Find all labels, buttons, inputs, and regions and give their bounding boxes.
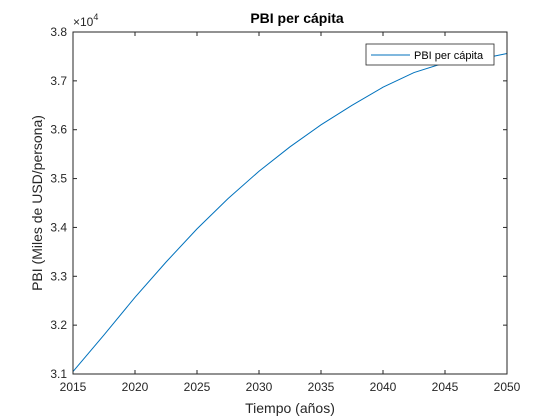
- y-tick-label: 3.6: [50, 123, 67, 137]
- legend[interactable]: PBI per cápita: [365, 43, 495, 66]
- x-tick-label: 2025: [184, 380, 211, 394]
- x-tick-label: 2015: [60, 380, 87, 394]
- y-axis-label: PBI (Miles de USD/persona): [29, 115, 45, 291]
- x-tick-label: 2030: [246, 380, 273, 394]
- y-tick-label: 3.5: [50, 172, 67, 186]
- chart-title: PBI per cápita: [250, 10, 344, 26]
- plot-border: [72, 31, 508, 375]
- series-layer: [72, 53, 508, 372]
- x-tick-label: 2040: [370, 380, 397, 394]
- y-tick-label: 3.2: [50, 318, 67, 332]
- legend-box: [365, 43, 495, 66]
- x-tick-label: 2050: [494, 380, 521, 394]
- y-tick-label: 3.1: [50, 367, 67, 381]
- y-exponent: ×104: [73, 12, 98, 29]
- y-tick-label: 3.4: [50, 220, 67, 234]
- x-tick-label: 2045: [432, 380, 459, 394]
- y-tick-label: 3.8: [50, 25, 67, 39]
- y-tick-label: 3.7: [50, 74, 67, 88]
- plot-area: [73, 32, 507, 374]
- legend-label: PBI per cápita: [414, 50, 484, 62]
- x-tick-label: 2020: [122, 380, 149, 394]
- series-line: [72, 53, 508, 372]
- y-exponent-power: 4: [93, 12, 98, 22]
- tick-labels: 2015 2020 2025 2030 2035 2040 2045 2050 3.1 3.2 3.…: [50, 25, 520, 394]
- x-axis-label: Tiempo (años): [245, 400, 335, 416]
- y-tick-label: 3.3: [50, 269, 67, 283]
- x-tick-label: 2035: [308, 380, 335, 394]
- y-exponent-base: ×10: [73, 15, 94, 29]
